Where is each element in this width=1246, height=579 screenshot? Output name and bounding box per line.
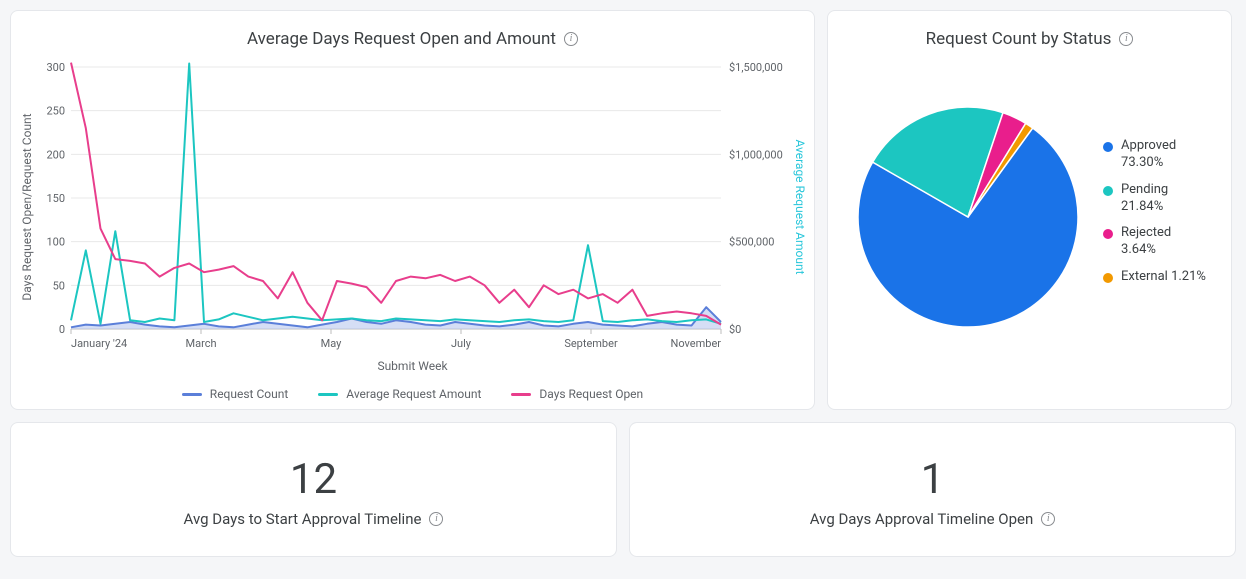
metric-label-wrap: Avg Days Approval Timeline Open i bbox=[810, 510, 1056, 528]
y-axis-left-label: Days Request Open/Request Count bbox=[20, 113, 34, 300]
y-axis-right-label: Average Request Amount bbox=[793, 139, 807, 274]
svg-text:January '24: January '24 bbox=[71, 337, 127, 350]
metric-label: Avg Days to Start Approval Timeline bbox=[184, 510, 422, 528]
svg-text:50: 50 bbox=[53, 279, 65, 292]
info-icon[interactable]: i bbox=[1041, 512, 1055, 526]
pie-legend-label: Approved73.30% bbox=[1121, 138, 1176, 172]
pie-chart-svg bbox=[853, 102, 1083, 332]
pie-legend-label: External 1.21% bbox=[1121, 269, 1206, 286]
legend-label: Request Count bbox=[210, 387, 288, 401]
pie-chart-card: Request Count by Status i Approved73.30%… bbox=[827, 10, 1232, 410]
svg-text:200: 200 bbox=[46, 148, 65, 161]
pie-chart-title: Request Count by Status bbox=[926, 29, 1112, 49]
svg-text:July: July bbox=[451, 337, 472, 350]
legend-item[interactable]: Days Request Open bbox=[511, 387, 643, 401]
metric-card-timeline-open: 1 Avg Days Approval Timeline Open i bbox=[629, 422, 1236, 557]
info-icon[interactable]: i bbox=[1119, 32, 1133, 46]
x-axis-label: Submit Week bbox=[31, 359, 794, 373]
svg-text:250: 250 bbox=[46, 105, 65, 118]
pie-legend-label: Rejected3.64% bbox=[1121, 225, 1171, 259]
pie-legend-dot bbox=[1103, 273, 1113, 283]
svg-text:March: March bbox=[185, 337, 216, 350]
info-icon[interactable]: i bbox=[429, 512, 443, 526]
info-icon[interactable]: i bbox=[564, 32, 578, 46]
svg-text:100: 100 bbox=[46, 236, 65, 249]
svg-text:300: 300 bbox=[46, 61, 65, 74]
pie-legend-item[interactable]: Rejected3.64% bbox=[1103, 225, 1206, 259]
svg-text:$0: $0 bbox=[729, 323, 741, 336]
line-chart-card: Average Days Request Open and Amount i D… bbox=[10, 10, 815, 410]
legend-swatch bbox=[318, 393, 338, 396]
pie-legend-item[interactable]: Approved73.30% bbox=[1103, 138, 1206, 172]
svg-text:May: May bbox=[321, 337, 343, 350]
legend-label: Average Request Amount bbox=[346, 387, 481, 401]
line-chart-svg: 0 50 100 150 200 250 300 $0 $500,000 $1,000,000 $1… bbox=[31, 57, 796, 357]
pie-chart-title-wrap: Request Count by Status i bbox=[848, 29, 1211, 49]
pie-legend-item[interactable]: External 1.21% bbox=[1103, 269, 1206, 286]
svg-text:September: September bbox=[564, 337, 618, 350]
line-chart-legend: Request Count Average Request Amount Days … bbox=[31, 387, 794, 401]
pie-legend-label: Pending21.84% bbox=[1121, 182, 1168, 216]
svg-text:0: 0 bbox=[59, 323, 65, 336]
metric-card-start-approval: 12 Avg Days to Start Approval Timeline i bbox=[10, 422, 617, 557]
svg-text:$500,000: $500,000 bbox=[729, 236, 774, 249]
svg-text:November: November bbox=[670, 337, 721, 350]
line-chart-title: Average Days Request Open and Amount bbox=[247, 29, 556, 49]
line-chart-title-wrap: Average Days Request Open and Amount i bbox=[31, 29, 794, 49]
pie-legend-item[interactable]: Pending21.84% bbox=[1103, 182, 1206, 216]
legend-swatch bbox=[511, 393, 531, 396]
metric-value: 12 bbox=[290, 455, 337, 504]
metric-value: 1 bbox=[921, 455, 945, 504]
svg-text:$1,500,000: $1,500,000 bbox=[729, 61, 783, 74]
pie-legend-dot bbox=[1103, 229, 1113, 239]
pie-legend-dot bbox=[1103, 142, 1113, 152]
legend-item[interactable]: Average Request Amount bbox=[318, 387, 481, 401]
pie-chart-area: Approved73.30% Pending21.84% Rejected3.64%… bbox=[848, 57, 1211, 377]
svg-text:150: 150 bbox=[46, 192, 65, 205]
pie-chart-legend: Approved73.30% Pending21.84% Rejected3.64%… bbox=[1103, 138, 1206, 296]
metric-label-wrap: Avg Days to Start Approval Timeline i bbox=[184, 510, 444, 528]
legend-label: Days Request Open bbox=[539, 387, 643, 401]
pie-legend-dot bbox=[1103, 186, 1113, 196]
legend-item[interactable]: Request Count bbox=[182, 387, 288, 401]
legend-swatch bbox=[182, 393, 202, 396]
metric-label: Avg Days Approval Timeline Open bbox=[810, 510, 1034, 528]
svg-text:$1,000,000: $1,000,000 bbox=[729, 148, 783, 161]
line-chart-area: Days Request Open/Request Count 05010015… bbox=[31, 57, 794, 357]
